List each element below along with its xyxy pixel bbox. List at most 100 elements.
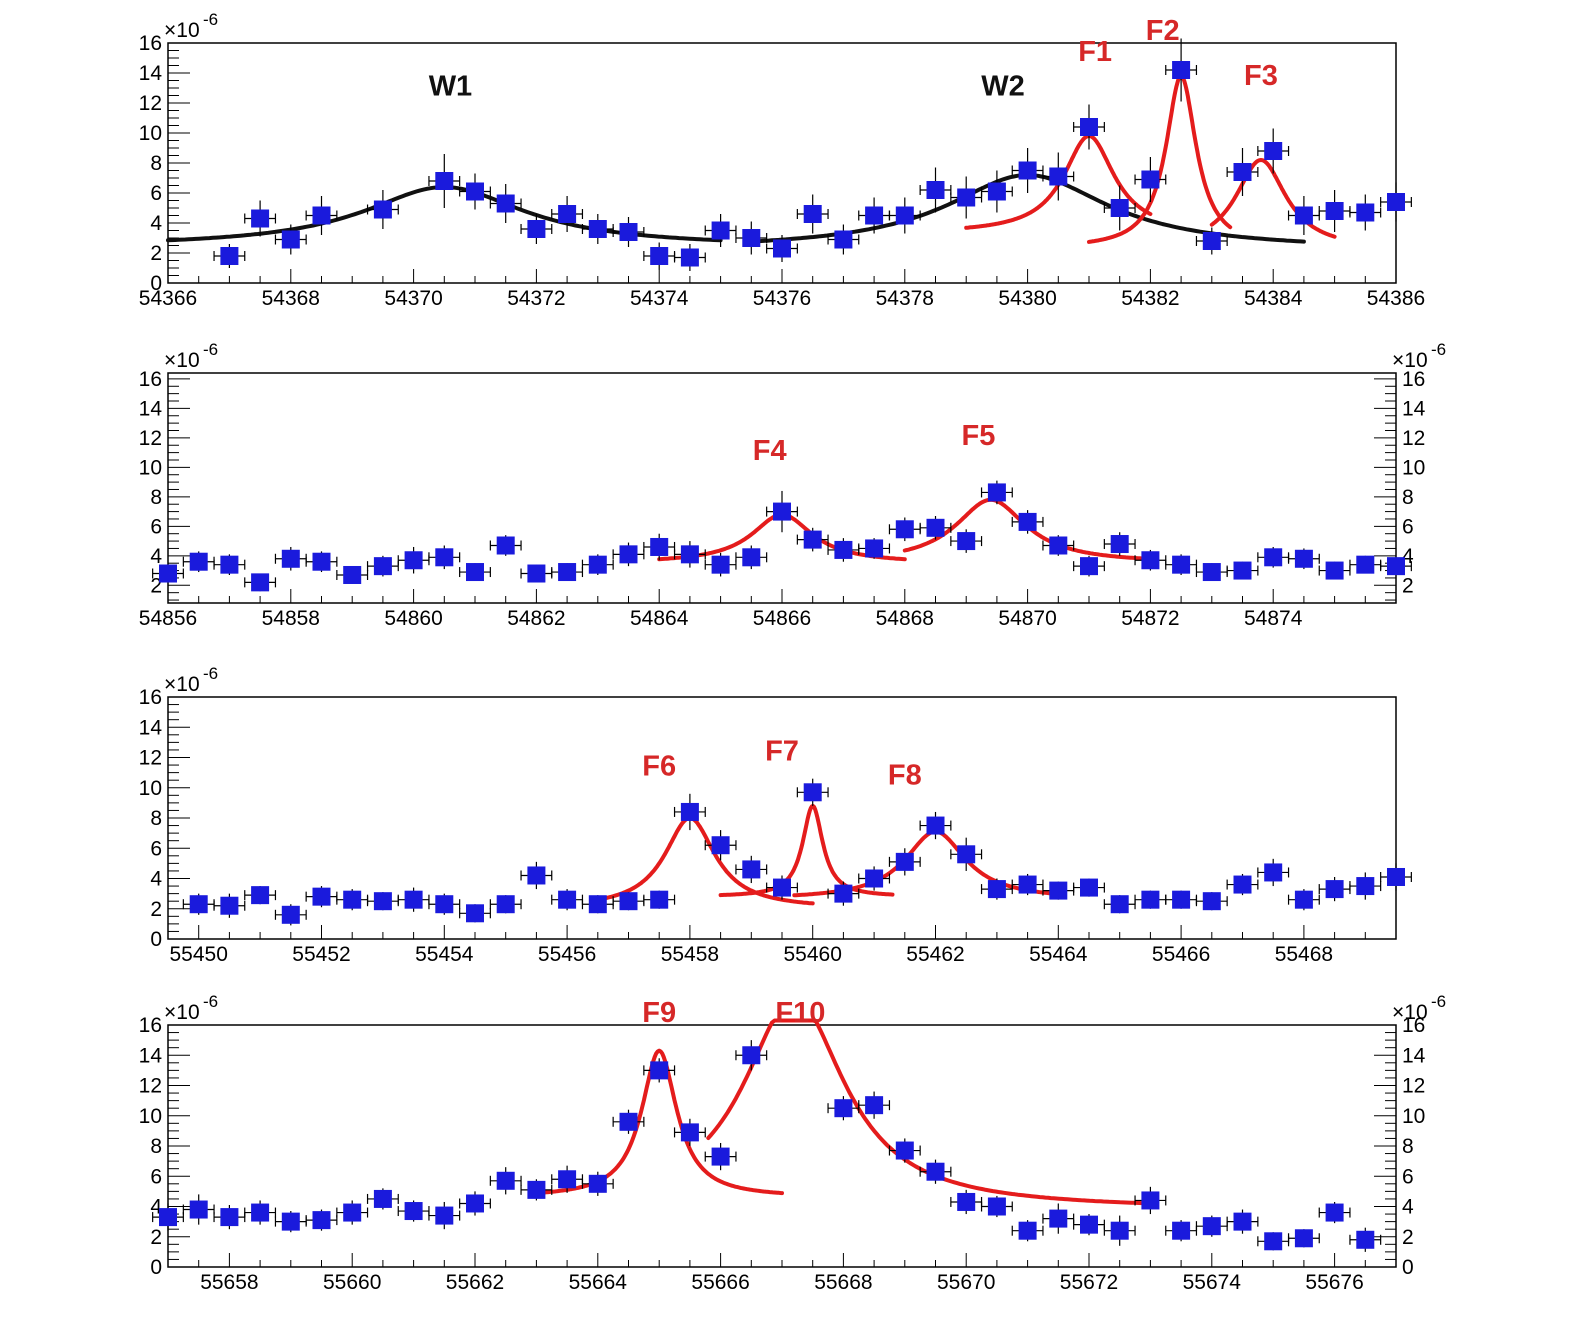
data-marker xyxy=(987,880,1006,899)
data-point xyxy=(459,563,491,582)
left-y-tick-label: 6 xyxy=(150,515,162,538)
data-marker xyxy=(466,563,484,582)
data-marker xyxy=(343,565,362,584)
data-point xyxy=(1226,873,1259,896)
data-marker xyxy=(435,1206,454,1225)
right-axis-multiplier: ×10 xyxy=(1392,1001,1428,1024)
right-y-tick-label: 4 xyxy=(1402,1196,1414,1219)
data-point xyxy=(1042,1203,1075,1234)
data-point xyxy=(1287,889,1320,911)
data-point xyxy=(1349,194,1382,231)
data-marker xyxy=(281,230,300,249)
peak-label-w1: W1 xyxy=(429,71,473,103)
data-marker xyxy=(281,1212,300,1231)
x-tick-label: 55464 xyxy=(1029,943,1088,966)
data-point xyxy=(182,893,215,915)
data-point xyxy=(919,516,952,540)
data-point xyxy=(1103,1215,1136,1246)
data-point xyxy=(1134,1186,1167,1215)
x-tick-label: 54862 xyxy=(507,607,565,630)
x-tick-label: 55460 xyxy=(783,943,841,966)
data-point xyxy=(1257,1232,1290,1251)
data-point xyxy=(1073,878,1105,897)
data-point xyxy=(827,1096,860,1121)
data-point xyxy=(581,1171,614,1196)
data-marker xyxy=(1233,1212,1252,1231)
data-point xyxy=(735,221,768,255)
data-marker xyxy=(1049,881,1068,900)
data-marker xyxy=(742,548,761,567)
data-point xyxy=(1103,185,1136,231)
data-point xyxy=(366,1188,399,1210)
data-point xyxy=(1165,890,1198,909)
data-marker xyxy=(680,545,699,564)
data-point xyxy=(919,1159,952,1184)
data-point xyxy=(459,173,491,210)
data-marker xyxy=(527,1180,546,1199)
data-point xyxy=(796,527,829,552)
data-marker xyxy=(527,866,546,885)
data-point xyxy=(704,214,737,247)
data-marker xyxy=(1202,892,1221,911)
data-marker xyxy=(1080,557,1098,576)
left-y-tick-label: 10 xyxy=(139,777,162,800)
data-point xyxy=(766,235,798,262)
data-marker xyxy=(373,200,392,219)
data-marker xyxy=(1294,549,1313,568)
data-marker xyxy=(1233,163,1252,181)
data-point xyxy=(643,533,676,561)
peak-label-f6: F6 xyxy=(642,751,676,783)
data-point xyxy=(673,1118,706,1146)
data-marker xyxy=(588,1174,607,1193)
data-marker xyxy=(159,564,177,583)
left-axis-exponent: -6 xyxy=(203,10,218,29)
data-marker xyxy=(1356,877,1375,896)
data-point xyxy=(858,866,891,891)
data-marker xyxy=(404,890,423,909)
peak-label-f8: F8 xyxy=(888,760,922,792)
right-y-tick-label: 8 xyxy=(1402,486,1414,509)
left-y-tick-label: 4 xyxy=(150,545,162,568)
data-marker xyxy=(281,549,300,568)
data-point xyxy=(673,541,706,568)
data-point xyxy=(244,1200,277,1225)
data-point xyxy=(152,564,184,583)
data-point xyxy=(1380,557,1412,576)
data-marker xyxy=(558,1170,577,1189)
data-marker xyxy=(680,248,699,267)
data-marker xyxy=(742,229,761,247)
data-point xyxy=(1011,148,1044,193)
x-tick-label: 54870 xyxy=(998,607,1056,630)
data-point xyxy=(520,214,553,244)
x-tick-label: 55664 xyxy=(569,1271,628,1294)
data-marker xyxy=(987,483,1006,502)
data-marker xyxy=(987,182,1006,201)
data-point xyxy=(244,573,277,592)
x-tick-label: 54858 xyxy=(262,607,320,630)
data-marker xyxy=(1018,161,1037,180)
data-marker xyxy=(404,1202,423,1221)
data-point xyxy=(980,170,1013,213)
data-marker xyxy=(680,802,699,821)
data-marker xyxy=(1049,536,1068,555)
data-point xyxy=(704,1142,737,1171)
data-point xyxy=(1011,510,1044,534)
data-marker xyxy=(404,551,423,570)
data-point xyxy=(1349,872,1382,900)
fit-curve-f2 xyxy=(1087,74,1233,244)
right-axis-exponent: -6 xyxy=(1431,340,1446,359)
data-point xyxy=(551,196,584,232)
data-marker xyxy=(1202,232,1221,250)
data-marker xyxy=(496,1171,515,1190)
data-marker xyxy=(1141,170,1160,189)
left-y-tick-label: 8 xyxy=(150,807,162,830)
data-point xyxy=(581,214,614,244)
data-marker xyxy=(373,557,392,576)
data-marker xyxy=(496,194,515,213)
x-tick-label: 55450 xyxy=(169,943,227,966)
data-point xyxy=(213,893,246,918)
data-point xyxy=(397,1200,430,1222)
data-point xyxy=(1011,873,1044,896)
data-marker xyxy=(251,573,270,592)
